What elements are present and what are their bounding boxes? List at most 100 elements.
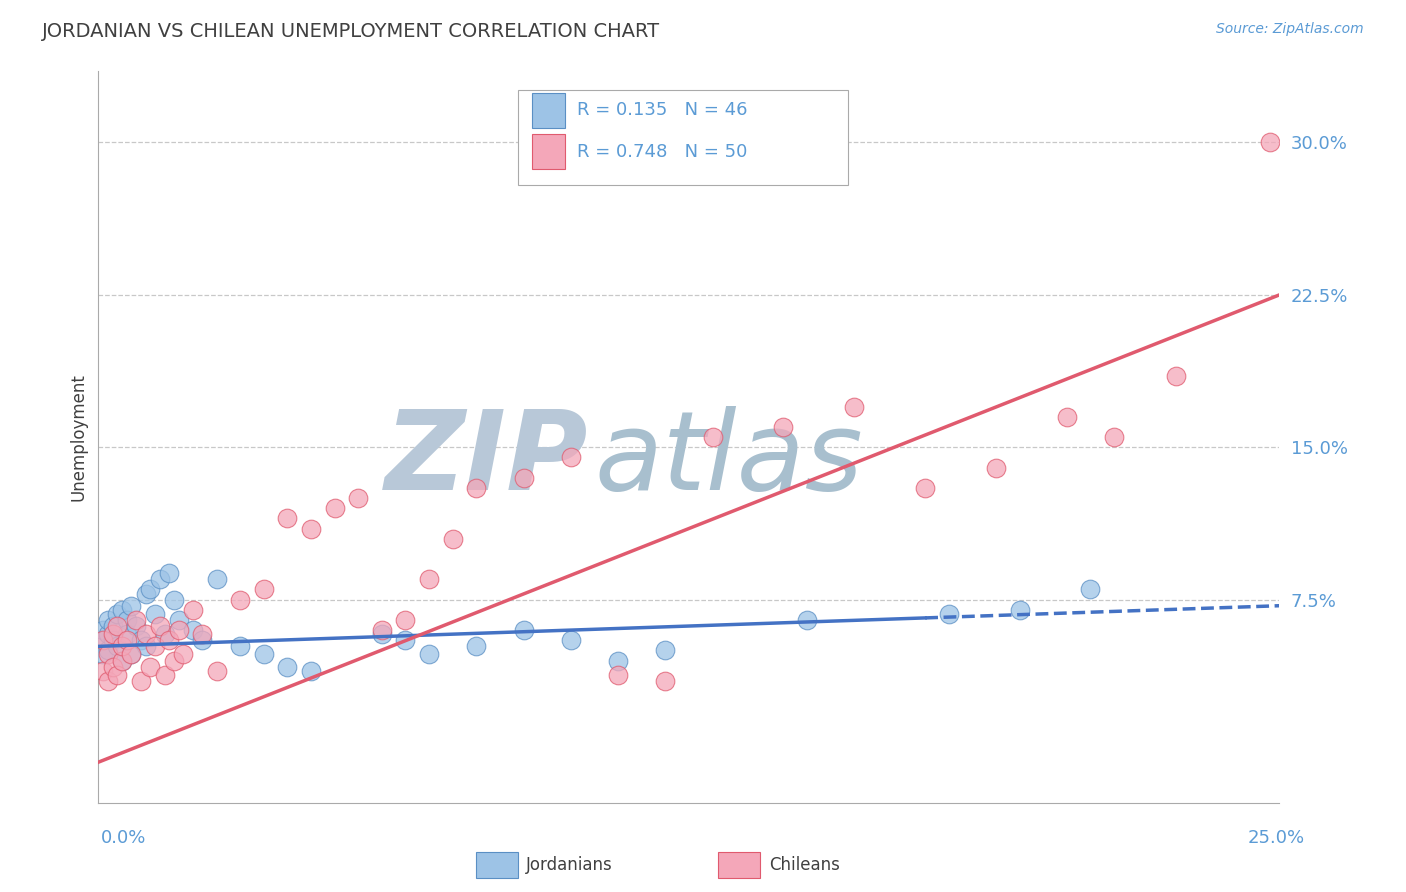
Point [607, 667, 630, 682]
Point [143, 640, 166, 654]
FancyBboxPatch shape [531, 135, 565, 169]
Point [702, 430, 724, 444]
Point [111, 640, 134, 654]
Point [135, 640, 157, 654]
Point [115, 613, 138, 627]
FancyBboxPatch shape [718, 852, 759, 878]
Point [1258, 136, 1281, 150]
Text: JORDANIAN VS CHILEAN UNEMPLOYMENT CORRELATION CHART: JORDANIAN VS CHILEAN UNEMPLOYMENT CORREL… [42, 22, 661, 41]
Point [163, 654, 186, 668]
Point [418, 572, 440, 586]
Point [181, 623, 204, 637]
Point [111, 654, 134, 668]
Point [97, 643, 120, 657]
Point [938, 607, 960, 621]
Point [276, 659, 298, 673]
Point [129, 673, 152, 688]
Point [229, 592, 252, 607]
Text: R = 0.748   N = 50: R = 0.748 N = 50 [576, 143, 747, 161]
Point [441, 532, 464, 546]
Point [157, 566, 180, 581]
Point [654, 643, 676, 657]
Point [1164, 369, 1187, 384]
Point [91, 633, 114, 648]
FancyBboxPatch shape [531, 93, 565, 128]
Point [97, 648, 120, 662]
Point [97, 627, 120, 641]
Text: Source: ZipAtlas.com: Source: ZipAtlas.com [1216, 22, 1364, 37]
Point [105, 607, 128, 621]
Point [121, 599, 143, 613]
Point [111, 654, 134, 668]
Point [560, 633, 582, 648]
Point [91, 623, 114, 637]
Point [1102, 430, 1125, 444]
Point [111, 603, 134, 617]
Text: 0.0%: 0.0% [101, 830, 146, 847]
Point [299, 522, 322, 536]
Point [394, 633, 416, 648]
Point [371, 623, 394, 637]
Point [101, 659, 124, 673]
Point [167, 623, 190, 637]
Text: 25.0%: 25.0% [1247, 830, 1305, 847]
Point [371, 627, 394, 641]
Point [163, 592, 186, 607]
Point [105, 640, 128, 654]
Point [149, 572, 172, 586]
Point [465, 640, 488, 654]
Point [253, 582, 276, 597]
Point [1056, 409, 1078, 424]
Point [560, 450, 582, 465]
Point [153, 667, 176, 682]
Point [347, 491, 370, 505]
Point [143, 607, 166, 621]
Text: R = 0.135   N = 46: R = 0.135 N = 46 [576, 101, 747, 120]
Point [139, 582, 162, 597]
Point [91, 648, 114, 662]
Y-axis label: Unemployment: Unemployment [69, 373, 87, 501]
Point [1008, 603, 1031, 617]
Point [149, 619, 172, 633]
Point [191, 627, 214, 641]
Point [181, 603, 204, 617]
Point [97, 673, 120, 688]
Point [914, 481, 936, 495]
Point [121, 648, 143, 662]
Point [135, 586, 157, 600]
Point [125, 619, 148, 633]
Point [205, 572, 228, 586]
Point [607, 654, 630, 668]
Point [91, 633, 114, 648]
Point [394, 613, 416, 627]
Point [654, 673, 676, 688]
Point [772, 420, 794, 434]
Point [253, 648, 276, 662]
Point [191, 633, 214, 648]
Point [105, 667, 128, 682]
Point [153, 627, 176, 641]
Point [167, 613, 190, 627]
Point [984, 460, 1007, 475]
Point [135, 627, 157, 641]
Point [97, 613, 120, 627]
Point [121, 648, 143, 662]
Point [276, 511, 298, 525]
Point [115, 627, 138, 641]
Point [1080, 582, 1102, 597]
Point [125, 613, 148, 627]
Text: ZIP: ZIP [385, 406, 589, 513]
Point [512, 623, 534, 637]
Point [139, 659, 162, 673]
Point [796, 613, 818, 627]
Point [299, 664, 322, 678]
FancyBboxPatch shape [477, 852, 517, 878]
FancyBboxPatch shape [517, 90, 848, 185]
Point [172, 648, 194, 662]
Point [115, 633, 138, 648]
Point [105, 619, 128, 633]
Point [323, 501, 346, 516]
Point [101, 619, 124, 633]
Point [229, 640, 252, 654]
Point [129, 633, 152, 648]
